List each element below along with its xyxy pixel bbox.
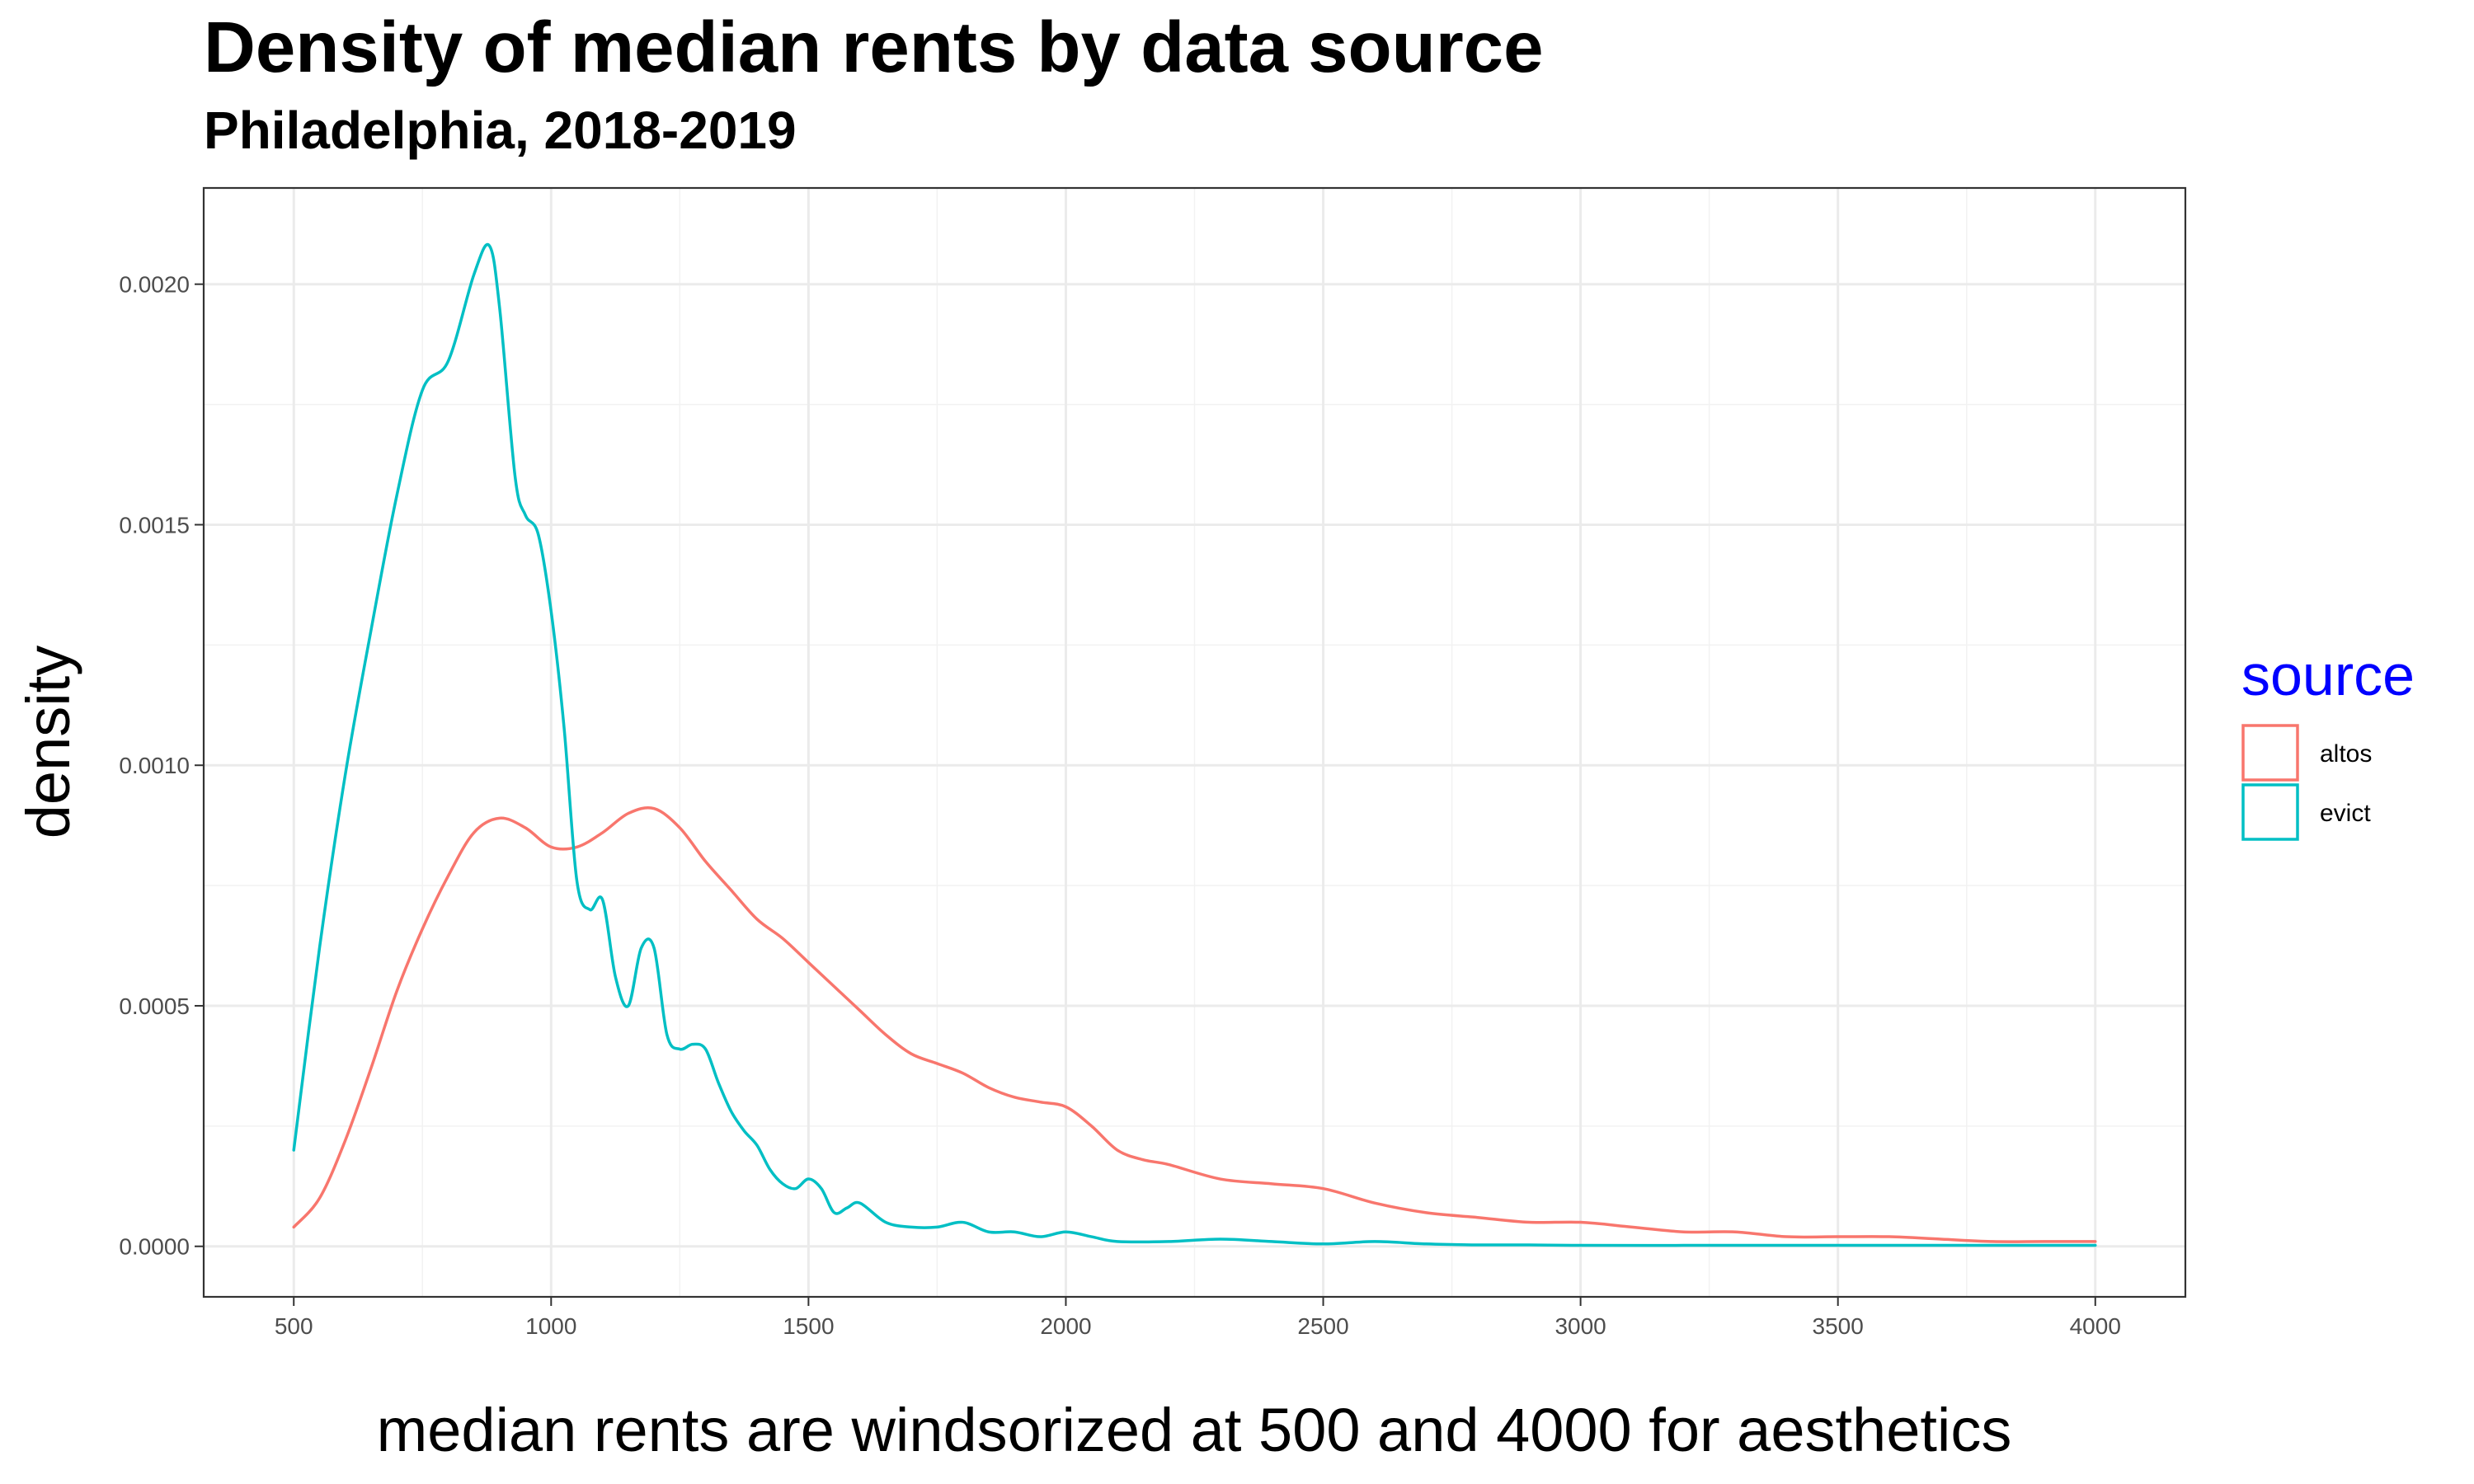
y-tick-label: 0.0010 [119,753,190,778]
panel-border [202,186,2187,1298]
y-axis-title: density [14,646,82,838]
x-tick-label: 1500 [783,1313,834,1339]
series-line-evict [292,242,2097,1247]
chart-title: Density of median rents by data source [204,7,1543,87]
legend-key-evict [2241,783,2299,841]
x-tick-label: 2500 [1297,1313,1348,1339]
plot-panel [202,186,2187,1298]
y-tick-label: 0.0015 [119,512,190,538]
y-tick-label: 0.0005 [119,993,190,1019]
x-axis-title: median rents are windsorized at 500 and … [377,1396,2012,1464]
x-tick-label: 2000 [1040,1313,1091,1339]
series-line-altos [292,805,2097,1243]
x-tick-label: 1000 [525,1313,576,1339]
x-axis: 500 1000 1500 2000 2500 3000 3500 4000 [275,1297,2121,1339]
y-axis: 0.0000 0.0005 0.0010 0.0015 0.0020 [119,272,204,1260]
x-tick-label: 4000 [2070,1313,2121,1339]
y-tick-label: 0.0000 [119,1234,190,1260]
x-tick-label: 500 [275,1313,313,1339]
legend-label-evict: evict [2320,800,2371,827]
series-lines [292,242,2097,1247]
legend-title: source [2241,643,2415,707]
legend-label-altos: altos [2320,740,2372,768]
x-tick-label: 3000 [1554,1313,1606,1339]
y-tick-label: 0.0020 [119,272,190,298]
legend-key-altos [2241,724,2299,782]
legend: source altos evict [2241,643,2415,841]
minor-gridlines [204,188,2185,1297]
x-tick-label: 3500 [1813,1313,1864,1339]
legend-items: altos evict [2241,724,2372,841]
chart-subtitle: Philadelphia, 2018-2019 [204,101,797,160]
major-gridlines [204,188,2185,1297]
